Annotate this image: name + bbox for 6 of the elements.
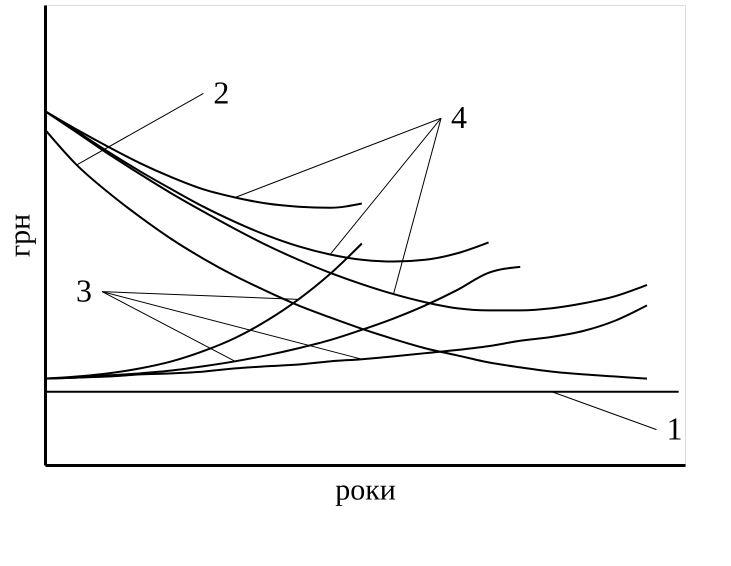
annotation: 3: [76, 272, 92, 309]
text: 2: [213, 74, 230, 110]
annotation: 1: [666, 410, 682, 447]
annotation: 4: [451, 99, 468, 136]
x-axis-title: роки: [335, 474, 396, 506]
y-axis-title: грн: [4, 214, 36, 258]
